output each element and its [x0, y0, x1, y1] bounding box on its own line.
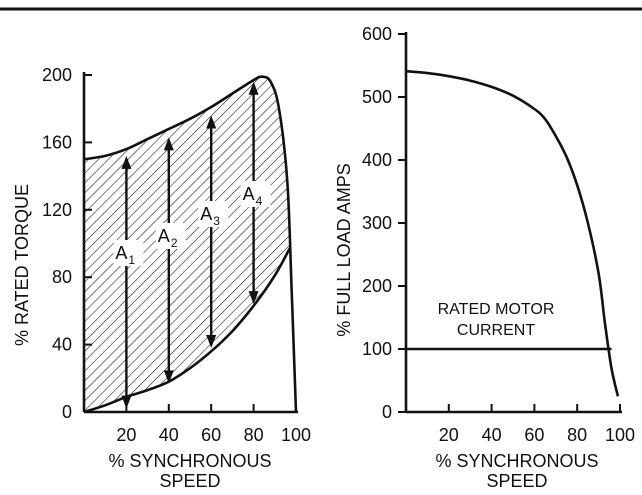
torque-y-tick-label: 160 [42, 132, 72, 152]
current-y-tick-label: 600 [362, 24, 392, 44]
torque-x-ticks: 20 40 60 80 100 [116, 404, 311, 445]
current-x-tick-label: 40 [482, 425, 502, 445]
load-torque-curve [83, 247, 291, 414]
torque-hatched-area [84, 76, 290, 412]
torque-y-tick-label: 40 [52, 335, 72, 355]
torque-x-tick-label: 40 [159, 425, 179, 445]
torque-x-axis-label-line1: % SYNCHRONOUS [108, 451, 271, 471]
torque-y-tick-label: 80 [52, 267, 72, 287]
current-chart: 0 100 200 300 400 500 600 20 40 60 80 100 RATED MO… [334, 24, 635, 491]
torque-x-tick-label: 100 [281, 425, 311, 445]
area-arrow-head-down [121, 395, 132, 409]
current-y-axis-label: % FULL LOAD AMPS [334, 163, 354, 336]
current-x-tick-label: 60 [524, 425, 544, 445]
current-x-tick-label: 100 [605, 425, 635, 445]
area-arrow-head-up [163, 137, 174, 151]
current-y-tick-label: 500 [362, 87, 392, 107]
torque-y-tick-label: 200 [42, 65, 72, 85]
torque-x-axis-label-line2: SPEED [159, 471, 220, 491]
motor-torque-curve [83, 75, 298, 413]
current-x-axis-label-line1: % SYNCHRONOUS [435, 451, 598, 471]
current-x-tick-label: 80 [567, 425, 587, 445]
current-y-tick-label: 200 [362, 276, 392, 296]
torque-y-axis-label: % RATED TORQUE [12, 184, 32, 346]
area-arrow-head-up [248, 81, 259, 95]
area-arrow-head-up [121, 155, 132, 169]
area-label-background [240, 181, 271, 207]
rated-current-label-line2: CURRENT [457, 322, 535, 339]
current-y-tick-label: 100 [362, 339, 392, 359]
area-arrow-head-down [248, 291, 259, 305]
torque-y-tick-label: 0 [62, 402, 72, 422]
torque-y-tick-label: 120 [42, 200, 72, 220]
current-x-tick-label: 20 [439, 425, 459, 445]
torque-y-ticks: 0 40 80 120 160 200 [42, 65, 92, 422]
area-label-background [113, 240, 144, 266]
current-y-tick-label: 0 [382, 402, 392, 422]
current-y-tick-label: 300 [362, 213, 392, 233]
area-label-background [155, 223, 186, 249]
torque-x-tick-label: 20 [116, 425, 136, 445]
rated-current-label-line1: RATED MOTOR [438, 301, 555, 318]
area-arrow-head-down [163, 370, 174, 384]
motor-current-curve [405, 69, 620, 397]
current-x-ticks: 20 40 60 80 100 [439, 404, 635, 445]
torque-x-tick-label: 60 [201, 425, 221, 445]
current-y-ticks: 0 100 200 300 400 500 600 [362, 24, 406, 422]
current-y-tick-label: 400 [362, 150, 392, 170]
area-arrow-head-down [206, 334, 217, 348]
area-label-background [198, 201, 229, 227]
torque-x-tick-label: 80 [244, 425, 264, 445]
current-x-axis-label-line2: SPEED [486, 471, 547, 491]
area-arrow-head-up [206, 115, 217, 129]
